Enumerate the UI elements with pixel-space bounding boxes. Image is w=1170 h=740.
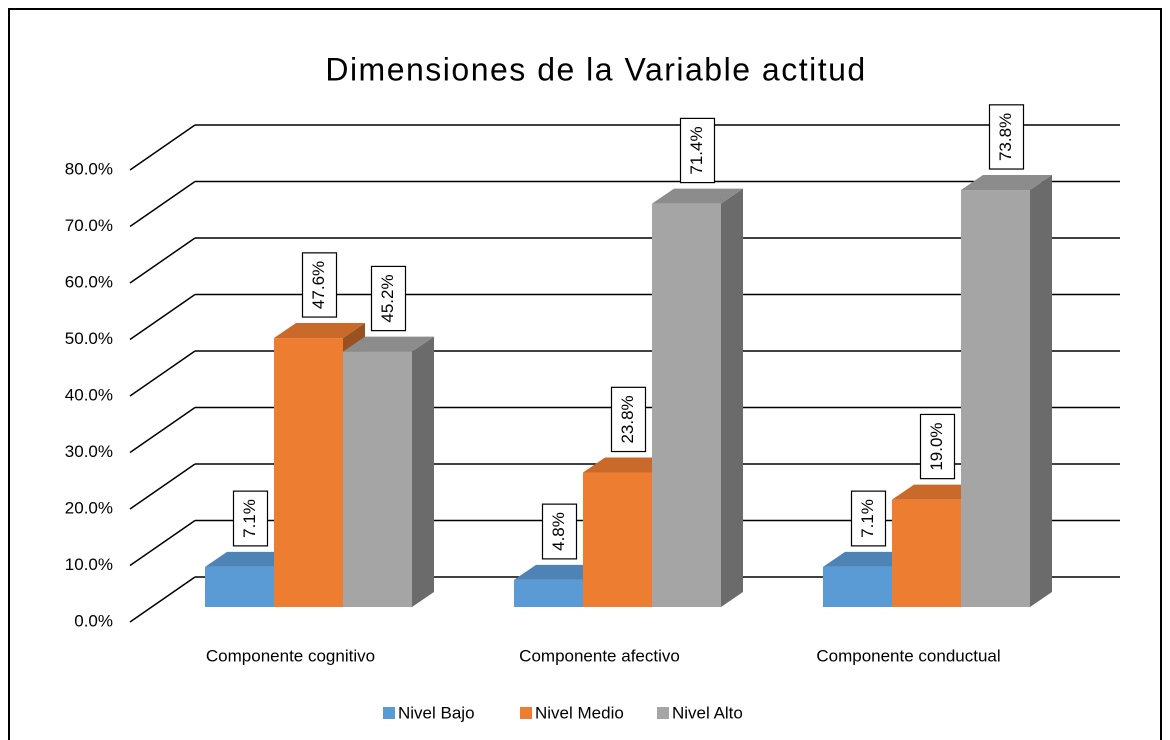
y-tick-label: 20.0% bbox=[65, 498, 113, 517]
bar bbox=[514, 579, 583, 607]
bar bbox=[652, 203, 721, 607]
grid-line-side bbox=[129, 463, 196, 510]
data-label-box bbox=[610, 386, 647, 453]
data-label: 4.8% bbox=[549, 512, 568, 551]
data-label-box bbox=[988, 104, 1025, 170]
data-label: 45.2% bbox=[378, 274, 397, 322]
bar-top bbox=[205, 551, 296, 567]
bar-top bbox=[961, 175, 1052, 191]
data-label: 7.1% bbox=[240, 499, 259, 538]
bar bbox=[583, 472, 652, 607]
data-label: 71.4% bbox=[687, 126, 706, 174]
data-label-box bbox=[679, 117, 716, 184]
y-tick-label: 50.0% bbox=[65, 329, 113, 348]
data-label-box bbox=[541, 503, 578, 560]
bar-top bbox=[652, 188, 743, 204]
x-tick-label: Componente cognitivo bbox=[206, 646, 375, 665]
legend-swatch bbox=[657, 707, 669, 719]
grid-line-side bbox=[129, 180, 196, 228]
y-tick-label: 60.0% bbox=[65, 272, 113, 291]
data-label-group: 71.4% bbox=[679, 117, 716, 184]
legend-swatch bbox=[383, 707, 395, 719]
data-label: 7.1% bbox=[858, 499, 877, 538]
legend-label: Nivel Bajo bbox=[398, 703, 475, 722]
data-label-box bbox=[301, 252, 338, 318]
grid-line-side bbox=[129, 519, 196, 567]
data-label-box bbox=[232, 490, 269, 547]
data-label-group: 7.1% bbox=[232, 490, 269, 547]
bar bbox=[205, 566, 274, 607]
data-label-group: 47.6% bbox=[301, 252, 338, 318]
y-tick-label: 0.0% bbox=[74, 611, 113, 630]
bar-top bbox=[514, 564, 605, 580]
grid-line-side bbox=[129, 350, 196, 397]
data-label-group: 4.8% bbox=[541, 503, 578, 560]
bar-top bbox=[823, 551, 914, 567]
bar-side bbox=[412, 336, 434, 607]
grid-line-side bbox=[129, 406, 196, 454]
y-tick-label: 80.0% bbox=[65, 159, 113, 178]
data-label-box bbox=[850, 490, 887, 547]
y-tick-label: 40.0% bbox=[65, 385, 113, 404]
bar bbox=[274, 338, 343, 607]
bar-top bbox=[274, 323, 365, 339]
bar-top bbox=[583, 457, 674, 473]
legend-swatch bbox=[520, 707, 532, 719]
data-label-group: 73.8% bbox=[988, 104, 1025, 170]
y-tick-label: 30.0% bbox=[65, 442, 113, 461]
grid-line-side bbox=[129, 576, 196, 623]
chart-border bbox=[8, 8, 1162, 740]
bar-top bbox=[892, 484, 983, 500]
chart-title: Dimensiones de la Variable actitud bbox=[325, 51, 866, 87]
data-label: 47.6% bbox=[309, 261, 328, 309]
y-tick-label: 10.0% bbox=[65, 555, 113, 574]
data-label-box bbox=[919, 413, 956, 480]
data-label: 73.8% bbox=[996, 113, 1015, 161]
data-label-group: 19.0% bbox=[919, 413, 956, 480]
data-label-group: 23.8% bbox=[610, 386, 647, 453]
grid-line-side bbox=[129, 124, 196, 171]
bar bbox=[892, 499, 961, 607]
bar-side bbox=[1030, 175, 1052, 607]
data-label: 23.8% bbox=[618, 395, 637, 443]
legend-label: Nivel Medio bbox=[535, 703, 624, 722]
legend-label: Nivel Alto bbox=[672, 703, 743, 722]
data-label-group: 7.1% bbox=[850, 490, 887, 547]
bar bbox=[343, 351, 412, 607]
y-tick-label: 70.0% bbox=[65, 216, 113, 235]
x-tick-label: Componente conductual bbox=[816, 646, 1000, 665]
data-label: 19.0% bbox=[927, 422, 946, 470]
grid-line-side bbox=[129, 293, 196, 341]
data-label-group: 45.2% bbox=[370, 265, 407, 332]
x-tick-label: Componente afectivo bbox=[519, 646, 680, 665]
data-label-box bbox=[370, 265, 407, 332]
bar-side bbox=[721, 188, 743, 607]
bar bbox=[823, 566, 892, 607]
bar-top bbox=[343, 336, 434, 352]
bar bbox=[961, 190, 1030, 607]
grid-line-side bbox=[129, 237, 196, 284]
